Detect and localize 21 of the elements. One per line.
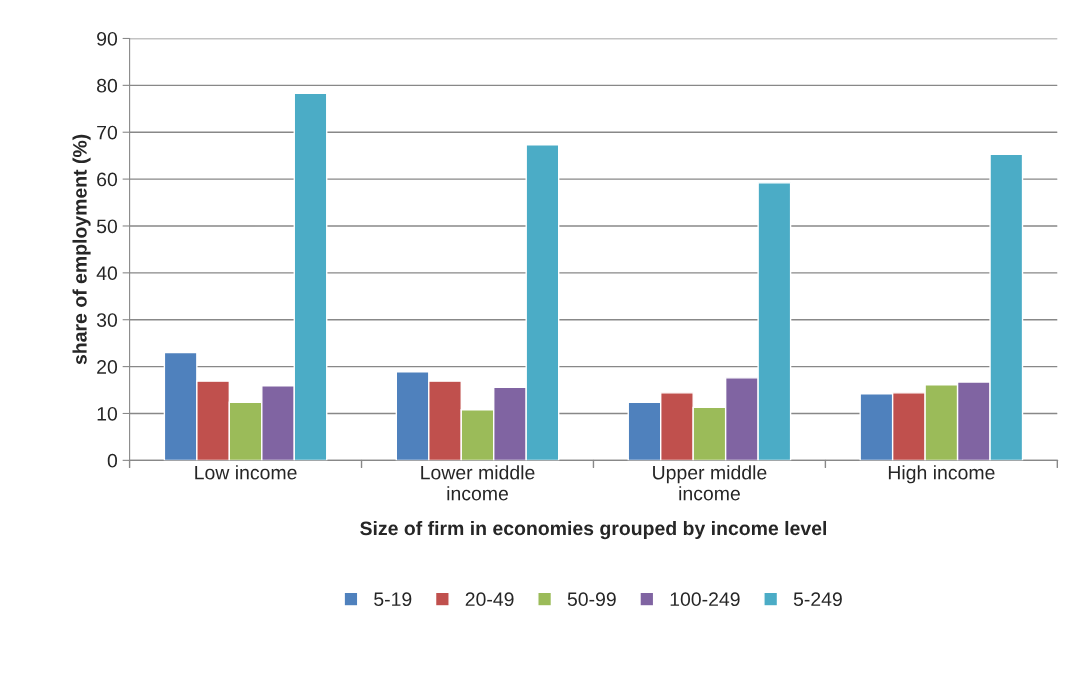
legend-label: 20-49 <box>465 592 514 607</box>
y-tick-label: 0 <box>107 453 118 468</box>
y-tick-label: 80 <box>97 78 118 93</box>
x-tick-label: Low income <box>195 465 297 480</box>
x-axis-title: Size of firm in economies grouped by income level <box>360 520 827 540</box>
y-tick-label: 90 <box>97 31 118 46</box>
x-tick-label: High income <box>888 465 995 484</box>
y-axis-title: share of employment (%) <box>72 134 91 365</box>
y-tick-label: 60 <box>97 172 118 187</box>
x-tick-label: Upper middle income <box>653 465 767 501</box>
x-tick-label: Lower middle income <box>421 465 535 501</box>
y-tick-label: 50 <box>96 219 118 234</box>
y-tick-label: 30 <box>96 313 118 327</box>
y-tick-label: 20 <box>97 360 118 374</box>
y-tick-label: 10 <box>97 406 118 421</box>
y-tick-label: 40 <box>96 266 118 281</box>
legend-label: 5-249 <box>793 592 842 607</box>
legend-label: 5-19 <box>374 592 412 607</box>
y-tick-label: 70 <box>97 125 118 140</box>
legend-label: 50-99 <box>567 592 616 607</box>
legend-label: 100-249 <box>670 592 740 607</box>
